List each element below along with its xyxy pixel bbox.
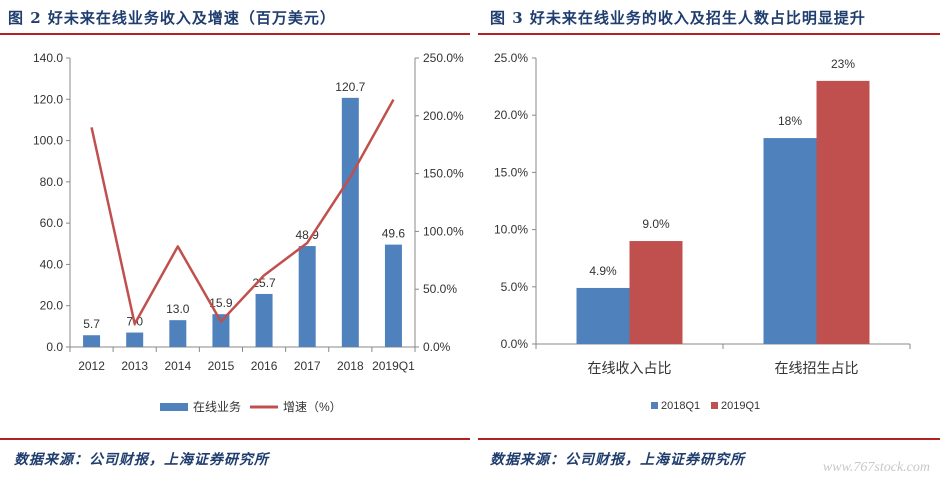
y-tick-label: 25.0%: [494, 51, 528, 65]
right-chart: 0.0% 5.0% 10.0% 15.0% 20.0% 25.0% 在线收入占比 在线招生占比…: [494, 51, 911, 412]
right-source-note: 数据来源：公司财报，上海证券研究所: [490, 452, 745, 468]
bar-online-revenue: [298, 246, 316, 347]
bar-data-label: 25.7: [252, 276, 276, 290]
y-tick-label: 15.0%: [494, 165, 528, 179]
growth-rate-line: [90, 99, 395, 326]
bar-data-label: 13.0: [166, 302, 190, 316]
y-tick-label: 0.0: [46, 340, 63, 354]
bar-2018q1: [576, 287, 630, 344]
y-tick-label: 60.0: [40, 216, 64, 230]
y2-tick-label: 200.0%: [423, 109, 464, 123]
x-tick-label: 2012: [78, 359, 105, 373]
x-tick-label: 2018: [337, 359, 364, 373]
y-tick-label: 40.0: [40, 257, 64, 271]
x-tick-label: 2016: [251, 359, 278, 373]
x-tick-label: 2019Q1: [372, 359, 415, 373]
bar-online-revenue: [83, 335, 101, 347]
bar-data-label: 18%: [778, 114, 802, 128]
right-figure-title: 图 3 好未来在线业务的收入及招生人数占比明显提升: [490, 9, 866, 27]
x-tick-label: 2015: [208, 359, 235, 373]
y2-tick-label: 150.0%: [423, 167, 464, 181]
x-tick-label: 2017: [294, 359, 321, 373]
bar-2019q1: [816, 80, 870, 344]
legend-label-2019q1: 2019Q1: [721, 400, 760, 412]
legend-label-online: 在线业务: [193, 399, 241, 414]
right-title-rule: [478, 33, 940, 35]
left-source-rule: [0, 438, 470, 440]
bar-data-label: 5.7: [83, 317, 100, 331]
bar-online-revenue: [255, 293, 273, 347]
y-tick-label: 100.0: [33, 134, 63, 148]
left-title-rule: [0, 33, 470, 35]
bar-data-label: 23%: [831, 57, 855, 71]
left-chart: 0.0 20.0 40.0 60.0 80.0 100.0 120.0 140.0 0.0% 50…: [33, 51, 464, 414]
bar-data-label: 120.7: [335, 80, 365, 94]
x-tick-label: 在线招生占比: [775, 360, 859, 376]
legend-label-growth: 增速（%）: [283, 400, 342, 414]
bar-2019q1: [629, 241, 683, 344]
bar-online-revenue: [212, 314, 230, 347]
y-tick-label: 5.0%: [501, 280, 529, 294]
y2-tick-label: 50.0%: [423, 282, 457, 296]
x-tick-label: 2013: [121, 359, 148, 373]
y-tick-label: 20.0: [40, 299, 64, 313]
legend-label-2018q1: 2018Q1: [661, 400, 700, 412]
bar-online-revenue: [341, 97, 359, 347]
y2-tick-label: 0.0%: [423, 340, 451, 354]
y2-tick-label: 100.0%: [423, 224, 464, 238]
bar-2018q1: [763, 138, 817, 344]
y-tick-label: 120.0: [33, 92, 63, 106]
bar-data-label: 9.0%: [642, 217, 670, 231]
y-tick-label: 0.0%: [501, 337, 529, 351]
left-figure-title: 图 2 好未来在线业务收入及增速（百万美元）: [8, 9, 336, 27]
y-tick-label: 140.0: [33, 51, 63, 65]
bar-online-revenue: [384, 244, 402, 347]
right-source-rule: [478, 438, 940, 440]
bar-online-revenue: [169, 320, 187, 347]
x-tick-label: 2014: [164, 359, 191, 373]
y-tick-label: 10.0%: [494, 223, 528, 237]
y2-tick-label: 250.0%: [423, 51, 464, 65]
bar-data-label: 4.9%: [589, 264, 617, 278]
legend-swatch-online: [160, 403, 188, 411]
bar-data-label: 15.9: [209, 296, 233, 310]
legend-swatch-2018q1: [651, 402, 658, 409]
left-source-note: 数据来源：公司财报，上海证券研究所: [14, 452, 269, 468]
x-tick-label: 在线收入占比: [588, 360, 672, 376]
y-tick-label: 80.0: [40, 175, 64, 189]
bar-data-label: 49.6: [382, 227, 406, 241]
y-tick-label: 20.0%: [494, 108, 528, 122]
bar-online-revenue: [126, 332, 144, 347]
watermark: www.767stock.com: [822, 460, 930, 475]
legend-swatch-2019q1: [711, 402, 718, 409]
